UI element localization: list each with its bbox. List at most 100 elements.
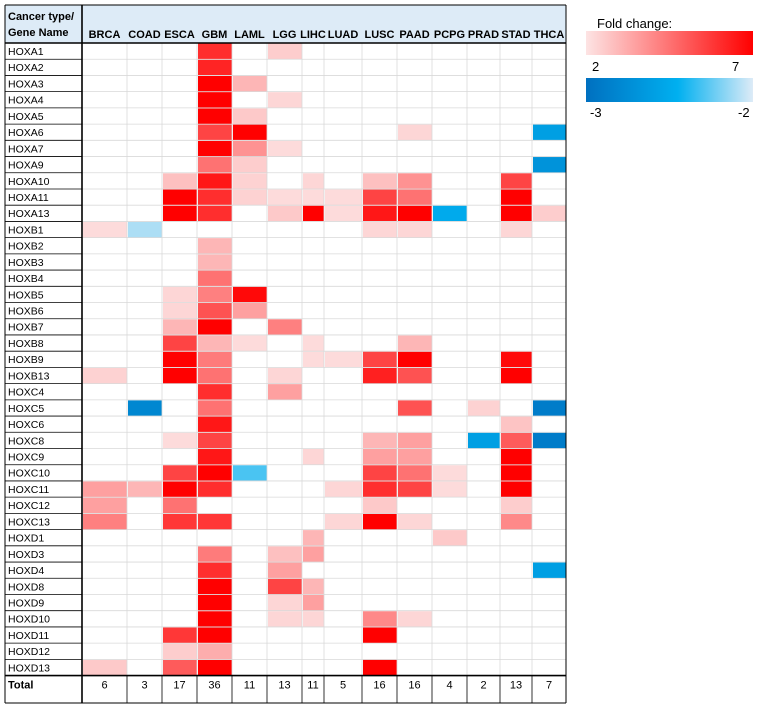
legend-title: Fold change: xyxy=(597,16,672,31)
row-label-hoxd1: HOXD1 xyxy=(8,533,44,545)
total-value-paad: 16 xyxy=(408,680,420,692)
cell-hoxd10-lusc xyxy=(363,611,397,627)
cell-hoxc6-gbm xyxy=(198,416,232,433)
cell-hoxb13-stad xyxy=(501,367,532,384)
cell-hoxa7-lgg xyxy=(268,140,302,157)
cell-hoxb5-laml xyxy=(233,286,267,303)
cell-hoxd3-lihc xyxy=(303,546,324,563)
cell-hoxb13-brca xyxy=(83,367,127,384)
cell-hoxa11-laml xyxy=(233,189,267,206)
cell-hoxb9-stad xyxy=(501,351,532,368)
cell-hoxa13-luad xyxy=(325,205,362,222)
table-header: Cancer type/Gene Name BRCA COAD ESCA GBM LAML… xyxy=(5,5,566,43)
cell-hoxb5-esca xyxy=(163,286,197,303)
cell-hoxb2-gbm xyxy=(198,238,232,254)
column-label-coad: COAD xyxy=(128,29,160,41)
cell-hoxa11-stad xyxy=(501,189,532,206)
row-label-hoxc12: HOXC12 xyxy=(8,500,50,512)
cell-hoxc8-prad xyxy=(468,432,500,449)
cell-hoxa10-esca xyxy=(163,173,197,189)
cell-hoxb8-laml xyxy=(233,335,267,352)
cell-hoxa7-laml xyxy=(233,140,267,157)
row-label-hoxd3: HOXD3 xyxy=(8,549,44,561)
cell-hoxc11-coad xyxy=(128,481,162,498)
cell-hoxa11-luad xyxy=(325,189,362,206)
cell-hoxd9-gbm xyxy=(198,594,232,611)
cell-hoxb7-gbm xyxy=(198,319,232,335)
cell-hoxb1-lusc xyxy=(363,221,397,238)
cell-hoxb1-coad xyxy=(128,221,162,238)
cell-hoxa13-esca xyxy=(163,205,197,222)
cell-hoxd11-lusc xyxy=(363,627,397,644)
total-value-stad: 13 xyxy=(510,680,522,692)
cell-hoxc9-paad xyxy=(398,449,432,465)
cell-hoxa10-paad xyxy=(398,173,432,189)
column-label-pcpg: PCPG xyxy=(434,29,465,41)
row-label-hoxc9: HOXC9 xyxy=(8,452,44,464)
cell-hoxa3-laml xyxy=(233,75,267,92)
cell-hoxd10-lihc xyxy=(303,611,324,627)
column-label-gbm: GBM xyxy=(202,29,228,41)
row-label-hoxa7: HOXA7 xyxy=(8,143,44,155)
cell-hoxd10-paad xyxy=(398,611,432,627)
row-label-hoxd12: HOXD12 xyxy=(8,646,50,658)
header-background xyxy=(5,5,566,43)
cell-hoxc4-lgg xyxy=(268,384,302,400)
cell-hoxa3-gbm xyxy=(198,75,232,92)
cell-hoxa13-paad xyxy=(398,205,432,222)
row-label-hoxb6: HOXB6 xyxy=(8,306,44,318)
row-label-hoxc11: HOXC11 xyxy=(8,484,49,496)
cell-hoxb6-esca xyxy=(163,303,197,319)
cell-hoxb1-paad xyxy=(398,221,432,238)
cell-hoxc11-brca xyxy=(83,481,127,498)
cell-hoxc9-stad xyxy=(501,449,532,465)
cell-hoxa13-lihc xyxy=(303,205,324,222)
cell-hoxc11-gbm xyxy=(198,481,232,498)
total-value-pcpg: 4 xyxy=(446,680,452,692)
cell-hoxc10-laml xyxy=(233,465,267,481)
cell-hoxc11-stad xyxy=(501,481,532,498)
cell-hoxc4-gbm xyxy=(198,384,232,400)
cell-hoxa5-laml xyxy=(233,108,267,125)
cell-hoxd3-gbm xyxy=(198,546,232,563)
legend-up-gradient-bar xyxy=(586,31,753,55)
column-label-luad: LUAD xyxy=(328,29,359,41)
cell-hoxd13-esca xyxy=(163,659,197,676)
cell-hoxc10-esca xyxy=(163,465,197,481)
column-label-lihc: LIHC xyxy=(300,29,326,41)
cell-hoxc8-paad xyxy=(398,432,432,449)
total-label: Total xyxy=(8,680,33,692)
cell-hoxc8-esca xyxy=(163,432,197,449)
cell-hoxd12-gbm xyxy=(198,643,232,660)
row-label-hoxb8: HOXB8 xyxy=(8,338,44,350)
cell-hoxd4-lgg xyxy=(268,562,302,579)
cell-hoxc5-gbm xyxy=(198,400,232,417)
row-labels: HOXA1 HOXA2 HOXA3 HOXA4 HOXA5 HOXA6 HOXA7 HOXA9… xyxy=(8,46,50,674)
legend-down-min-label: -3 xyxy=(590,105,602,120)
legend: Fold change: 2 7 -3 -2 xyxy=(586,16,753,120)
row-label-hoxc13: HOXC13 xyxy=(8,516,50,528)
row-label-hoxb4: HOXB4 xyxy=(8,273,44,285)
cell-hoxc10-stad xyxy=(501,465,532,481)
total-value-laml: 11 xyxy=(244,680,255,692)
cell-hoxa10-lusc xyxy=(363,173,397,189)
cell-hoxb13-lusc xyxy=(363,367,397,384)
corner-label-gene-name: Gene Name xyxy=(8,27,69,39)
row-label-hoxd8: HOXD8 xyxy=(8,581,44,593)
cell-hoxb9-gbm xyxy=(198,351,232,368)
cell-hoxd11-gbm xyxy=(198,627,232,644)
cell-hoxa5-gbm xyxy=(198,108,232,125)
row-label-hoxb13: HOXB13 xyxy=(8,370,50,382)
cell-hoxb7-lgg xyxy=(268,319,302,335)
cell-hoxd4-gbm xyxy=(198,562,232,579)
cell-hoxa11-lgg xyxy=(268,189,302,206)
total-value-thca: 7 xyxy=(546,680,552,692)
cell-hoxc5-prad xyxy=(468,400,500,417)
cell-hoxb1-brca xyxy=(83,221,127,238)
cell-hoxa11-lusc xyxy=(363,189,397,206)
cell-hoxa9-gbm xyxy=(198,157,232,173)
total-value-prad: 2 xyxy=(480,680,486,692)
row-label-hoxb2: HOXB2 xyxy=(8,241,44,253)
cell-hoxb9-lihc xyxy=(303,351,324,368)
